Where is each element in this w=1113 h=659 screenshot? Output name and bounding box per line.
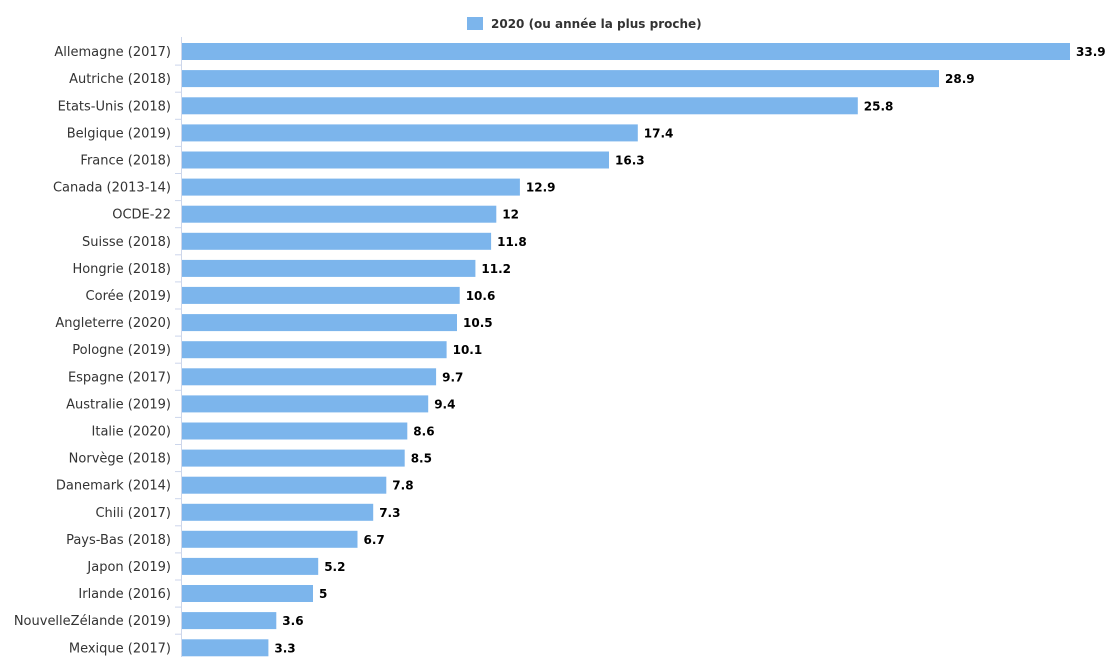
value-label: 25.8 bbox=[864, 99, 894, 113]
bar-15[interactable] bbox=[182, 449, 405, 467]
bar-9[interactable] bbox=[182, 286, 460, 304]
category-label: Japon (2019) bbox=[86, 560, 171, 575]
value-label: 17.4 bbox=[644, 126, 674, 140]
value-label: 8.5 bbox=[411, 452, 432, 466]
bar-19[interactable] bbox=[182, 557, 319, 575]
category-ticks bbox=[175, 64, 182, 635]
value-label: 11.8 bbox=[497, 235, 527, 249]
bar-18[interactable] bbox=[182, 530, 358, 548]
value-label: 10.6 bbox=[466, 289, 496, 303]
value-label: 6.7 bbox=[364, 533, 385, 547]
bar-22[interactable] bbox=[182, 639, 269, 657]
category-label: Pologne (2019) bbox=[72, 343, 171, 358]
category-label: Norvège (2018) bbox=[69, 452, 171, 467]
category-label: Suisse (2018) bbox=[82, 235, 171, 250]
bar-20[interactable] bbox=[182, 585, 313, 602]
bar-11[interactable] bbox=[182, 341, 447, 359]
category-labels: Allemagne (2017) Autriche (2018) Etats-Uni… bbox=[14, 45, 171, 656]
category-label: Allemagne (2017) bbox=[54, 45, 171, 60]
category-label: Australie (2019) bbox=[66, 397, 171, 412]
value-label: 12 bbox=[502, 208, 519, 222]
bars bbox=[182, 43, 1070, 657]
value-label: 3.6 bbox=[282, 614, 303, 628]
value-label: 5.2 bbox=[324, 560, 345, 574]
category-label: Espagne (2017) bbox=[68, 370, 171, 385]
category-label: Chili (2017) bbox=[95, 506, 171, 521]
value-label: 3.3 bbox=[274, 641, 295, 655]
category-label: France (2018) bbox=[80, 154, 171, 169]
category-label: Pays-Bas (2018) bbox=[66, 533, 171, 548]
value-label: 9.4 bbox=[434, 397, 455, 411]
bar-4[interactable] bbox=[182, 151, 609, 169]
category-label: Etats-Unis (2018) bbox=[58, 99, 171, 114]
category-label: Autriche (2018) bbox=[69, 72, 171, 87]
value-label: 28.9 bbox=[945, 72, 975, 86]
bar-10[interactable] bbox=[182, 314, 457, 332]
bar-12[interactable] bbox=[182, 368, 437, 386]
value-label: 10.1 bbox=[453, 343, 483, 357]
category-label: Angleterre (2020) bbox=[55, 316, 171, 331]
bar-7[interactable] bbox=[182, 232, 492, 250]
category-label: Irlande (2016) bbox=[78, 587, 171, 602]
value-label: 11.2 bbox=[481, 262, 511, 276]
bar-0[interactable] bbox=[182, 43, 1070, 60]
value-label: 5 bbox=[319, 587, 327, 601]
value-label: 16.3 bbox=[615, 154, 645, 168]
category-label: Canada (2013-14) bbox=[53, 181, 171, 196]
value-label: 7.8 bbox=[392, 479, 413, 493]
category-label: Italie (2020) bbox=[92, 425, 171, 440]
bar-2[interactable] bbox=[182, 97, 858, 115]
category-label: Danemark (2014) bbox=[56, 479, 171, 494]
bar-16[interactable] bbox=[182, 476, 387, 494]
value-label: 33.9 bbox=[1076, 45, 1106, 59]
category-label: OCDE-22 bbox=[112, 208, 171, 223]
legend-label: 2020 (ou année la plus proche) bbox=[491, 17, 702, 31]
category-label: NouvelleZélande (2019) bbox=[14, 614, 171, 629]
bar-21[interactable] bbox=[182, 612, 277, 630]
bar-6[interactable] bbox=[182, 205, 497, 223]
category-label: Belgique (2019) bbox=[67, 126, 171, 141]
category-label: Hongrie (2018) bbox=[72, 262, 171, 277]
bar-5[interactable] bbox=[182, 178, 520, 196]
value-label: 10.5 bbox=[463, 316, 493, 330]
value-label: 9.7 bbox=[442, 370, 463, 384]
bar-1[interactable] bbox=[182, 70, 939, 88]
bar-8[interactable] bbox=[182, 259, 476, 277]
category-label: Mexique (2017) bbox=[69, 641, 171, 656]
legend[interactable]: 2020 (ou année la plus proche) bbox=[467, 17, 702, 31]
category-label: Corée (2019) bbox=[86, 289, 171, 304]
bar-14[interactable] bbox=[182, 422, 408, 440]
legend-swatch bbox=[467, 17, 483, 30]
bar-13[interactable] bbox=[182, 395, 429, 413]
bar-3[interactable] bbox=[182, 124, 638, 142]
value-labels: 33.9 28.9 25.8 17.4 16.3 12.9 12 11.8 11.2 10.6 10… bbox=[274, 45, 1105, 655]
value-label: 7.3 bbox=[379, 506, 400, 520]
value-label: 12.9 bbox=[526, 181, 556, 195]
bar-17[interactable] bbox=[182, 503, 374, 521]
value-label: 8.6 bbox=[413, 425, 434, 439]
